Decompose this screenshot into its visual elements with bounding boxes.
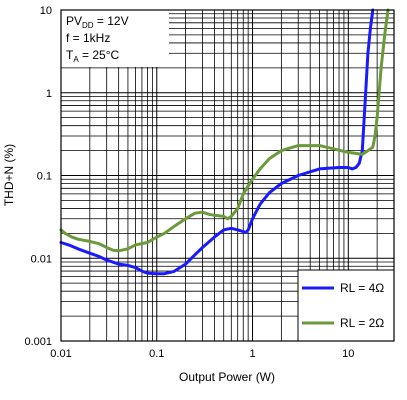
y-tick-labels: 0.001 0.01 0.1 1 10 <box>24 5 52 348</box>
legend-label-4ohm: RL = 4Ω <box>340 281 384 295</box>
condition-pvdd: PVDD = 12V <box>66 14 129 30</box>
x-tick-label: 1 <box>249 348 255 360</box>
y-tick-label: 1 <box>46 88 52 100</box>
y-tick-label: 0.001 <box>24 336 52 348</box>
plot-frame <box>60 9 395 342</box>
x-tick-label: 0.1 <box>149 348 164 360</box>
x-tick-label: 0.01 <box>50 348 71 360</box>
condition-temperature: TA = 25°C <box>66 48 120 64</box>
condition-frequency: f = 1kHz <box>66 31 110 45</box>
y-axis-label: THD+N (%) <box>2 144 16 206</box>
x-tick-label: 10 <box>342 348 354 360</box>
y-tick-label: 0.01 <box>31 253 52 265</box>
y-tick-label: 10 <box>40 5 52 17</box>
series-lines <box>59 8 390 276</box>
legend-label-2ohm: RL = 2Ω <box>340 316 384 330</box>
series-line-4ohm <box>59 8 375 276</box>
conditions-box: PVDD = 12V f = 1kHz TA = 25°C <box>61 10 169 67</box>
legend: RL = 4Ω RL = 2Ω <box>297 269 395 342</box>
y-tick-label: 0.1 <box>37 171 52 183</box>
series-line-2ohm <box>59 8 390 253</box>
x-tick-labels: 0.01 0.1 1 10 <box>50 348 354 360</box>
x-axis-label: Output Power (W) <box>179 370 275 384</box>
